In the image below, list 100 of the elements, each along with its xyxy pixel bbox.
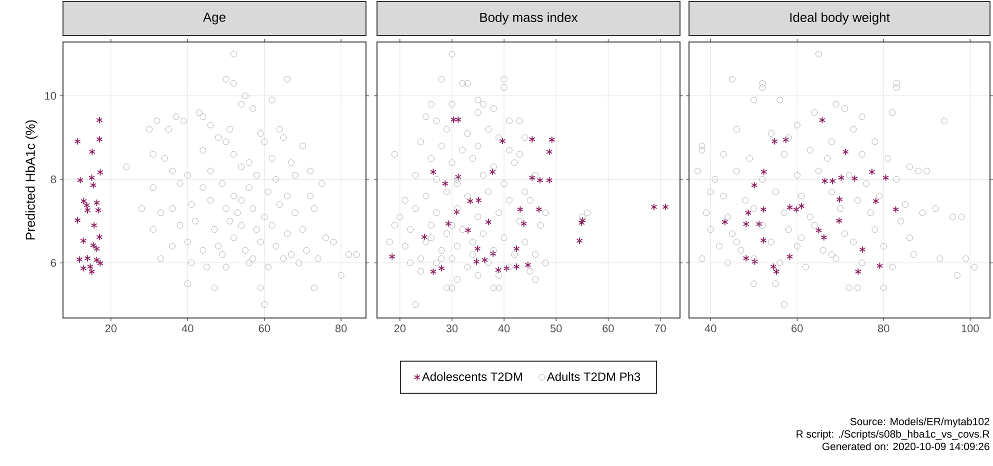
point [430, 268, 436, 276]
x-tick-label: 40 [498, 324, 510, 332]
point [88, 174, 95, 182]
point [464, 226, 472, 234]
point [836, 196, 843, 204]
point [455, 116, 462, 124]
point [430, 168, 436, 176]
point [74, 216, 81, 224]
point [859, 246, 866, 254]
x-tick-label: 60 [602, 324, 614, 332]
point [96, 233, 103, 241]
point [524, 261, 532, 269]
point [84, 254, 91, 262]
point [388, 252, 396, 260]
x-tick-label: 40 [704, 324, 716, 332]
point [421, 233, 428, 241]
point [578, 219, 585, 226]
point [546, 148, 553, 156]
point [88, 148, 96, 156]
point [90, 242, 97, 249]
point [793, 206, 800, 214]
point [94, 245, 100, 252]
x-tick-label: 70 [654, 324, 666, 332]
x-tick-label: 20 [394, 324, 406, 332]
point [786, 204, 793, 211]
point [513, 245, 520, 252]
point [499, 137, 506, 145]
x-tick-label: 30 [446, 324, 458, 332]
y-tick-label: 8 [50, 176, 56, 184]
point [786, 252, 793, 260]
point [516, 206, 524, 214]
point [485, 218, 492, 226]
point [816, 226, 822, 234]
point [820, 234, 828, 242]
point [851, 174, 858, 182]
point [771, 138, 778, 146]
point [548, 136, 556, 144]
point [473, 258, 480, 266]
source-note: Source: Models/ER/mytab102 [850, 418, 990, 428]
point [756, 220, 762, 228]
point [528, 174, 536, 182]
point [90, 222, 98, 229]
point [722, 218, 728, 226]
point [490, 250, 496, 258]
point [74, 138, 81, 146]
point [96, 116, 103, 124]
text: Generated on: 2020-10-09 14:09:26 [822, 442, 990, 450]
point [453, 208, 460, 216]
text: R script: ./Scripts/s08b_hba1c_vs_covs.R [796, 430, 990, 440]
point [503, 264, 510, 272]
point [94, 199, 100, 206]
y-tick-label: 10 [45, 92, 56, 100]
point [80, 197, 87, 205]
point [892, 206, 899, 214]
point [842, 148, 849, 156]
point [474, 245, 481, 252]
point [450, 116, 457, 124]
legend-label: Adolescents T2DM [422, 372, 522, 381]
point [80, 264, 87, 272]
point [752, 258, 758, 266]
point [576, 237, 583, 244]
point [96, 168, 104, 176]
y-tick-label: 6 [50, 259, 56, 267]
point [77, 176, 84, 184]
point [742, 254, 750, 262]
point [466, 197, 474, 205]
x-tick-label: 60 [792, 324, 803, 332]
point [96, 260, 104, 267]
point [760, 168, 768, 176]
x-tick-label: 80 [878, 324, 890, 332]
point [528, 136, 536, 143]
point [520, 220, 528, 228]
x-tick-label: 100 [962, 324, 979, 332]
point [95, 206, 102, 214]
point [822, 177, 828, 185]
point [662, 203, 669, 211]
point [838, 174, 844, 182]
point [445, 220, 452, 228]
chart-title: Age [203, 12, 226, 24]
point [829, 177, 836, 185]
point [760, 236, 767, 244]
x-tick-label: 80 [335, 324, 347, 332]
point [513, 262, 520, 270]
point [745, 209, 752, 216]
point [76, 256, 83, 264]
point [455, 173, 462, 181]
x-tick-label: 50 [550, 324, 562, 332]
point [546, 176, 553, 184]
point [475, 196, 482, 204]
point [536, 206, 542, 214]
point [798, 202, 805, 210]
x-tick-label: 60 [258, 324, 270, 332]
point [579, 216, 586, 224]
point [96, 136, 103, 143]
point [442, 180, 448, 188]
point [854, 268, 862, 276]
point [536, 176, 544, 184]
y-axis-title: Predicted HbA1c (%) [25, 120, 38, 240]
point [94, 256, 100, 264]
legend-label: Adults T2DM Ph3 [546, 372, 640, 381]
